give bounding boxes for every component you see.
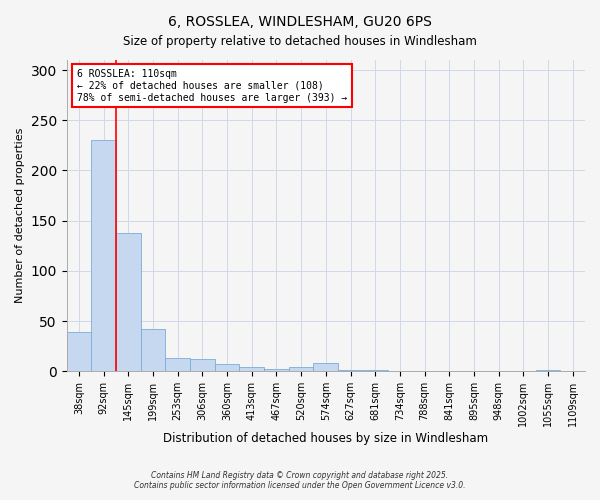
Bar — [313, 363, 338, 371]
Bar — [264, 369, 289, 371]
Bar — [289, 367, 313, 371]
Bar — [215, 364, 239, 371]
Bar — [363, 370, 388, 371]
Bar — [116, 232, 141, 371]
X-axis label: Distribution of detached houses by size in Windlesham: Distribution of detached houses by size … — [163, 432, 488, 445]
Text: Contains HM Land Registry data © Crown copyright and database right 2025.
Contai: Contains HM Land Registry data © Crown c… — [134, 470, 466, 490]
Text: 6, ROSSLEA, WINDLESHAM, GU20 6PS: 6, ROSSLEA, WINDLESHAM, GU20 6PS — [168, 15, 432, 29]
Y-axis label: Number of detached properties: Number of detached properties — [15, 128, 25, 304]
Bar — [91, 140, 116, 371]
Bar — [166, 358, 190, 371]
Bar — [338, 370, 363, 371]
Bar — [190, 359, 215, 371]
Bar — [239, 367, 264, 371]
Bar — [141, 329, 166, 371]
Bar — [67, 332, 91, 371]
Text: Size of property relative to detached houses in Windlesham: Size of property relative to detached ho… — [123, 35, 477, 48]
Bar — [536, 370, 560, 371]
Text: 6 ROSSLEA: 110sqm
← 22% of detached houses are smaller (108)
78% of semi-detache: 6 ROSSLEA: 110sqm ← 22% of detached hous… — [77, 70, 347, 102]
